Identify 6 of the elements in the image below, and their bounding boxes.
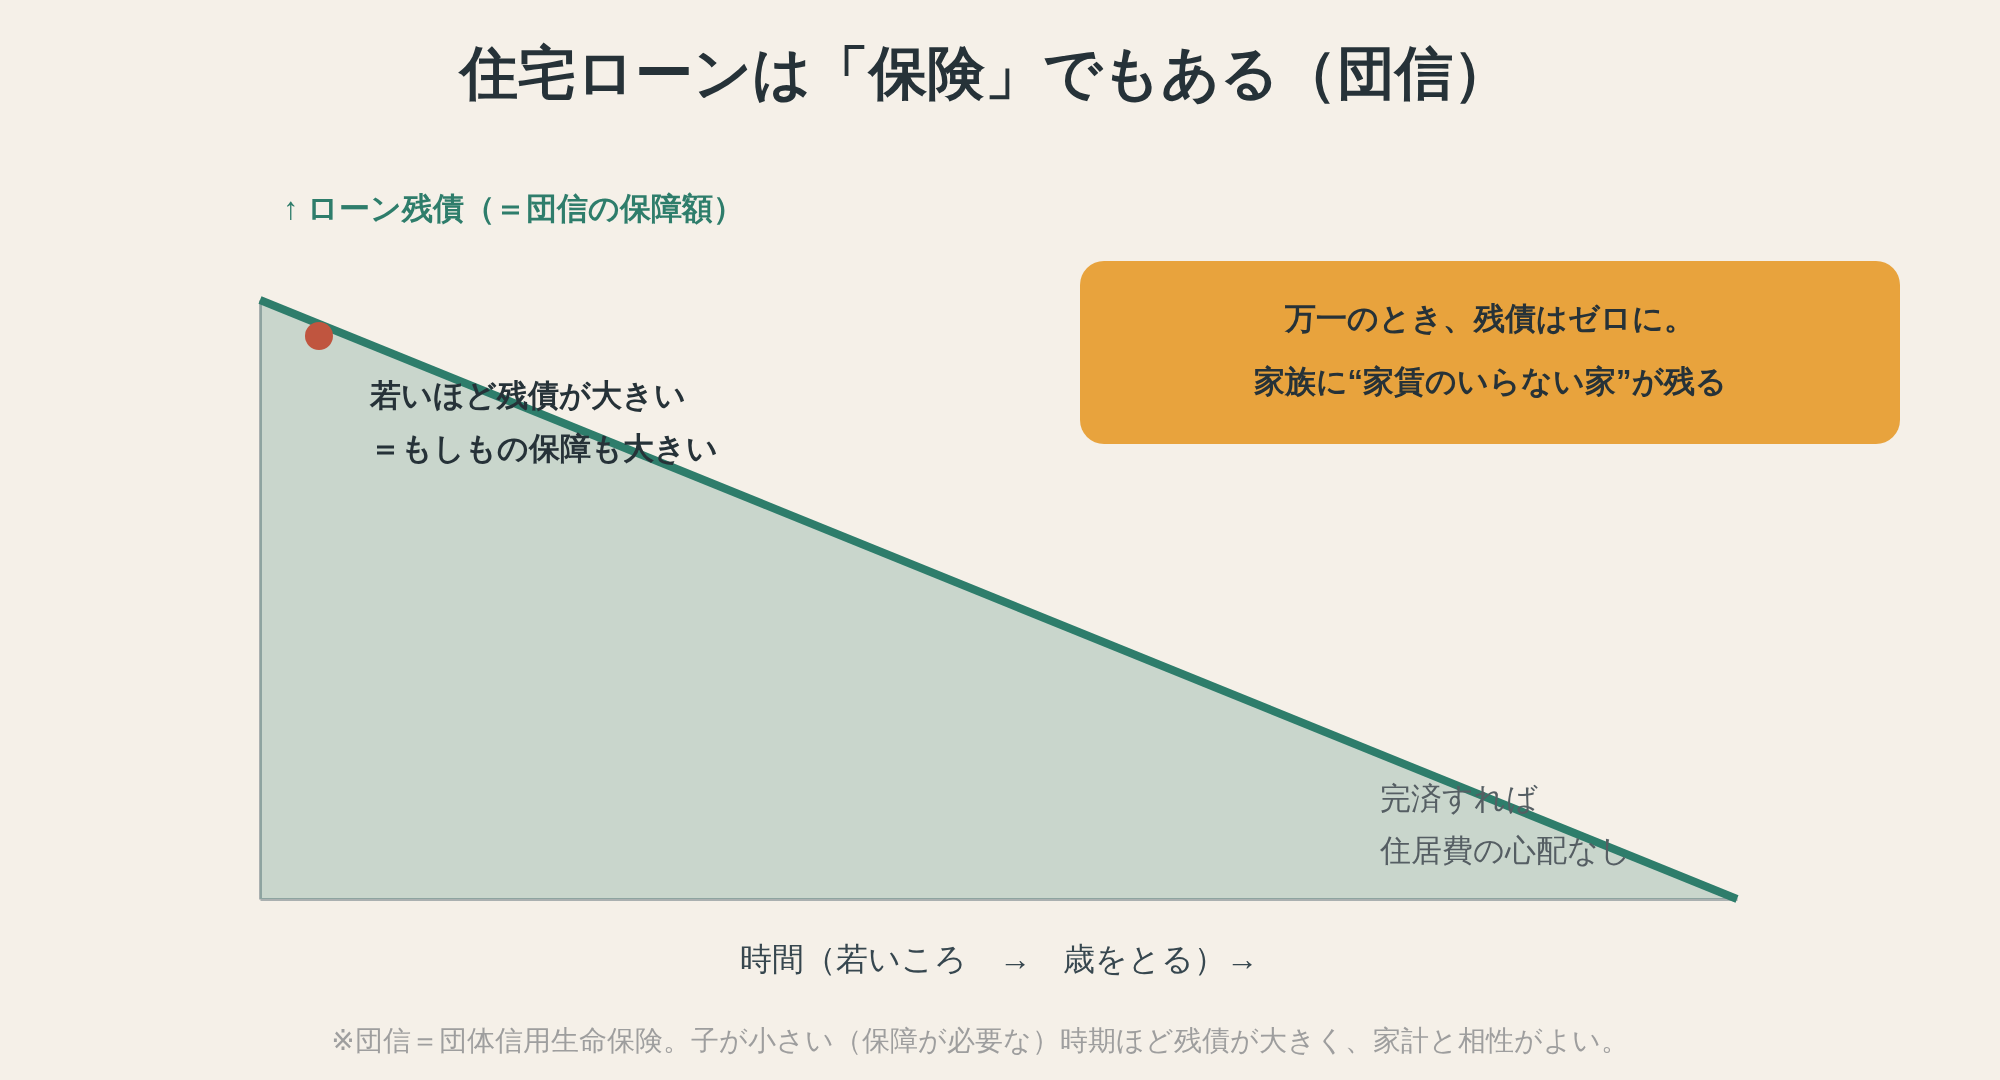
annotation: 万一のとき、残債はゼロに。	[1284, 300, 1696, 338]
annotation: 家族に“家賃のいらない家”が残る	[1252, 363, 1728, 401]
x-axis-title: 時間（若いころ → 歳をとる）→	[740, 940, 1258, 977]
text: ※団信＝団体信用生命保険。子が小さい（保障が必要な）時期ほど残債が大きく、家計と相性がよい。	[330, 1024, 1630, 1058]
chart-title: 住宅ローンは「保険」でもある（団信）	[457, 39, 1512, 107]
y-axis-title: ↑ ローン残債（＝団信の保障額）	[283, 190, 745, 228]
